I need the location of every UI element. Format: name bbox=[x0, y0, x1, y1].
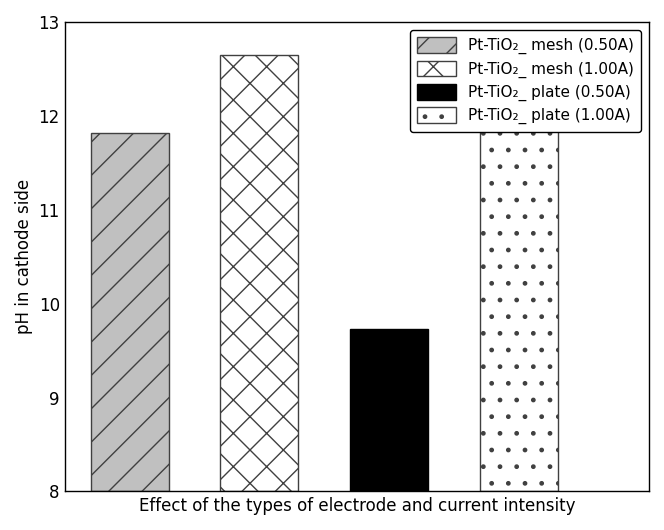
Bar bbox=[91, 133, 169, 491]
X-axis label: Effect of the types of electrode and current intensity: Effect of the types of electrode and cur… bbox=[139, 497, 575, 515]
Bar bbox=[220, 55, 298, 491]
Y-axis label: pH in cathode side: pH in cathode side bbox=[15, 179, 33, 334]
Legend: Pt-TiO₂_ mesh (0.50A), Pt-TiO₂_ mesh (1.00A), Pt-TiO₂_ plate (0.50A), Pt-TiO₂_ p: Pt-TiO₂_ mesh (0.50A), Pt-TiO₂_ mesh (1.… bbox=[410, 30, 641, 132]
Bar bbox=[351, 329, 428, 491]
Bar bbox=[480, 55, 558, 491]
